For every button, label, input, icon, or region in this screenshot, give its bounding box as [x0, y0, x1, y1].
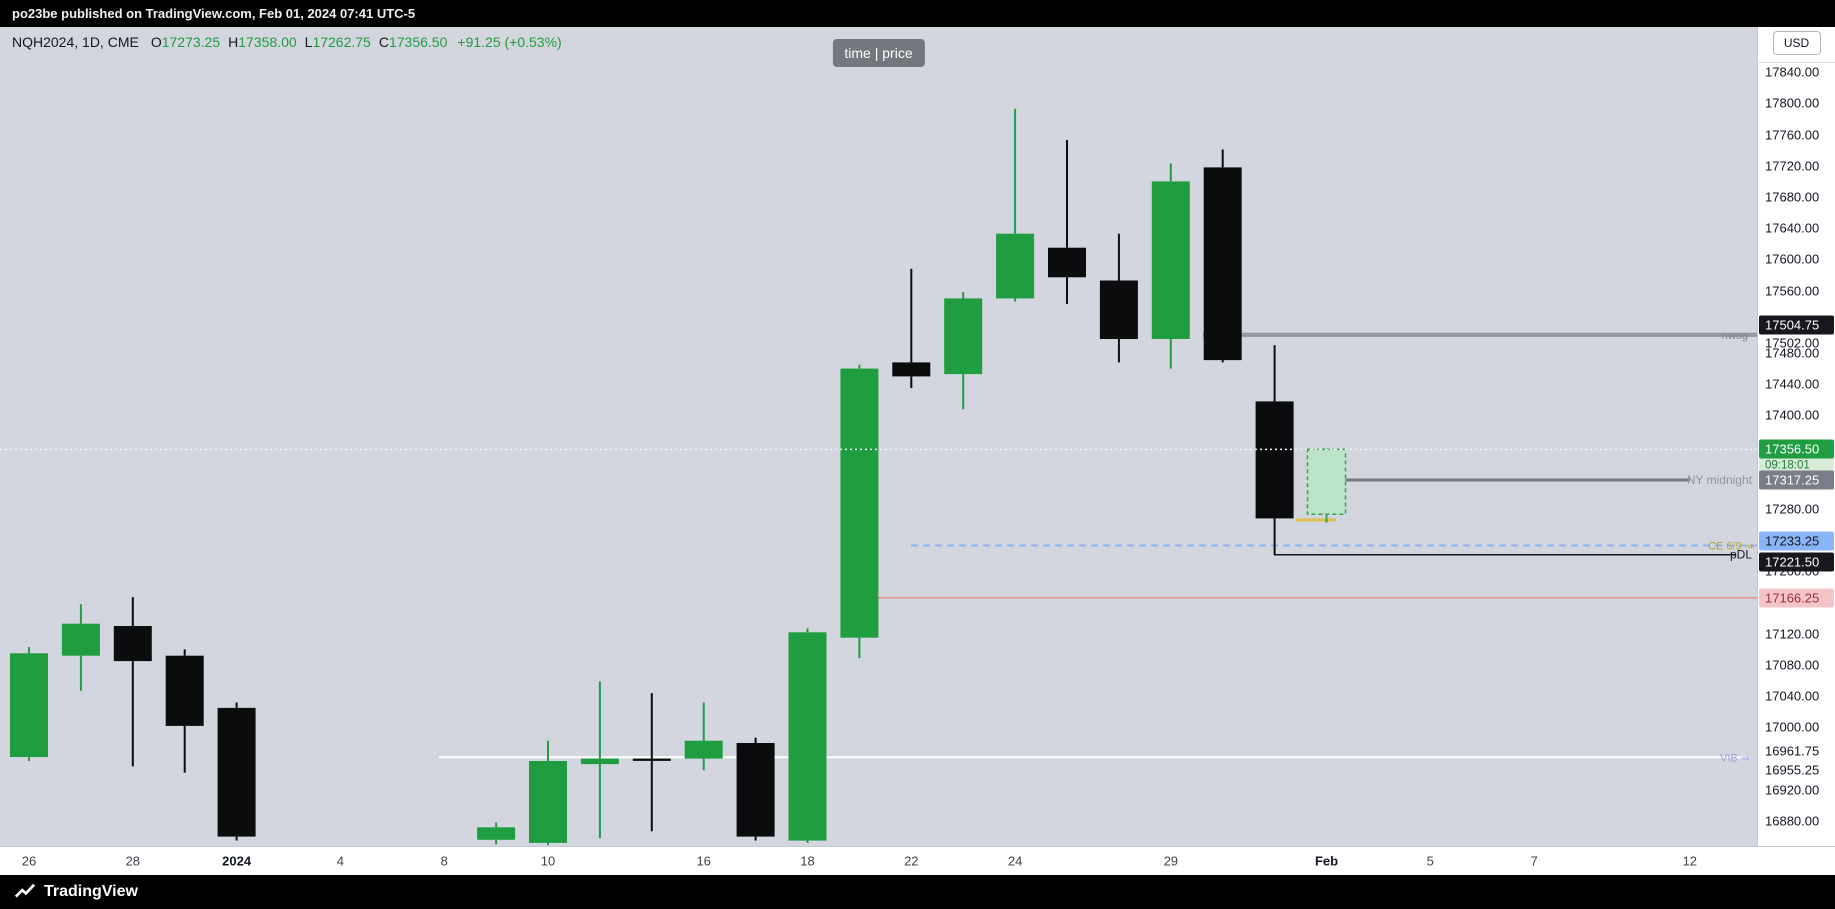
- time-tick-7: 7: [1530, 853, 1538, 869]
- time-tick-22: 22: [904, 853, 919, 869]
- price-tick-label: 16880.00: [1765, 813, 1820, 829]
- time-tick-5: 5: [1426, 853, 1434, 869]
- candle-jan-12: [632, 693, 671, 832]
- vib-label: VIB ⇒: [1720, 752, 1750, 764]
- candle-jan-18: [788, 628, 827, 843]
- candle-dec-27: [61, 604, 100, 691]
- candle-jan-16: [684, 702, 723, 771]
- ny-midnight-label: NY midnight: [1687, 473, 1753, 487]
- price-tick-label: 17120.00: [1765, 626, 1820, 642]
- price-tick-label: 17480.00: [1765, 345, 1820, 361]
- price-level-label: 17502.00: [1765, 335, 1820, 351]
- candlestick-plot[interactable]: nwog NY midnight CE 6/9 ⇒pDL VIB ⇒: [0, 27, 1757, 846]
- price-tick-label: 17000.00: [1765, 719, 1820, 735]
- price-tick-label: 17440.00: [1765, 376, 1820, 392]
- time-tick-4: 4: [336, 853, 345, 869]
- publish-bar: po23be published on TradingView.com, Feb…: [0, 0, 1835, 27]
- price-tick-label: 17680.00: [1765, 189, 1820, 205]
- candle-jan-17: [736, 737, 775, 841]
- candle-jan-2: [217, 702, 256, 841]
- time-tick-2024: 2024: [222, 853, 252, 869]
- candle-dec-28: [113, 597, 152, 767]
- price-level-label: 16955.25: [1765, 762, 1820, 778]
- price-axis-separator: [1758, 62, 1835, 63]
- time-tick-10: 10: [540, 853, 556, 869]
- candle-jan-19: [840, 364, 879, 658]
- time-tick-28: 28: [125, 853, 141, 869]
- symbol-legend: NQH2024, 1D, CME O17273.25 H17358.00 L17262…: [12, 34, 562, 50]
- nwog-upper-badge: 17504.75: [1759, 315, 1834, 335]
- tradingview-logo-icon: [14, 883, 36, 898]
- candle-jan-26: [1099, 233, 1138, 363]
- time-tick-16: 16: [696, 853, 711, 869]
- candle-jan-22: [892, 268, 931, 389]
- ce-level-label: CE 6/9 ⇒: [1708, 541, 1754, 553]
- candle-jan-31: [1255, 345, 1294, 555]
- pdl-badge: 17221.50: [1759, 552, 1834, 572]
- price-tick-label: 17600.00: [1765, 251, 1820, 267]
- candle-dec-29: [165, 649, 204, 773]
- price-tick-label: 17760.00: [1765, 127, 1820, 143]
- price-tick-label: 17800.00: [1765, 95, 1820, 111]
- ohlc-o: O17273.25: [150, 34, 221, 50]
- price-tick-label: 17080.00: [1765, 657, 1820, 673]
- price-tick-label: 17720.00: [1765, 158, 1820, 174]
- price-axis-labels: 17840.00 17800.00 17760.00 17720.00 17680.00…: [1758, 27, 1835, 846]
- price-tick-label: 17640.00: [1765, 220, 1820, 236]
- ohlc-values: O17273.25 H17358.00 L17262.75 C17356.50: [151, 34, 456, 50]
- time-tick-18: 18: [800, 853, 815, 869]
- candle-jan-29: [1151, 163, 1190, 369]
- tradingview-logo[interactable]: TradingView: [14, 881, 138, 903]
- chart-area[interactable]: nwog NY midnight CE 6/9 ⇒ pDL VIB ⇒ NQH2024,…: [0, 27, 1757, 846]
- time-tick-8: 8: [440, 853, 448, 869]
- price-tick-label: 17040.00: [1765, 688, 1820, 704]
- price-tick-label: 17400.00: [1765, 407, 1820, 423]
- time-axis[interactable]: 26 28 2024 4 8 10 16 18 22 24 29 Feb 5 7 12: [0, 846, 1835, 875]
- candle-jan-11: [580, 681, 619, 839]
- countdown-badge: 09:18:01: [1759, 458, 1834, 474]
- time-tick-26: 26: [21, 853, 37, 869]
- tradingview-logo-text: TradingView: [44, 883, 138, 900]
- price-level-label: 16961.75: [1765, 743, 1820, 759]
- candle-jan-30: [1203, 149, 1242, 363]
- price-tick-label: 17560.00: [1765, 283, 1820, 299]
- time-tick-29: 29: [1163, 853, 1179, 869]
- ny-midnight-badge: 17317.25: [1759, 470, 1834, 490]
- time-tick-24: 24: [1007, 853, 1023, 869]
- time-tick-12: 12: [1682, 853, 1698, 869]
- price-tick-label: 16920.00: [1765, 782, 1820, 798]
- currency-button[interactable]: USD: [1772, 31, 1821, 55]
- price-tick-label: 17840.00: [1765, 64, 1820, 80]
- current-price-badge: 17356.50: [1759, 439, 1834, 459]
- time-price-badge: time | price: [832, 39, 925, 67]
- ce-badge: 17233.25: [1759, 531, 1834, 550]
- candle-jan-10: [529, 740, 567, 846]
- symbol-title[interactable]: NQH2024, 1D, CME: [12, 34, 139, 50]
- candle-jan-23: [944, 292, 983, 410]
- publish-text: po23be published on TradingView.com, Feb…: [12, 6, 416, 21]
- price-axis[interactable]: USD 17840.00 17800.00 17760.00 17720.00 1768…: [1757, 27, 1835, 846]
- ohlc-c: C17356.50: [378, 34, 448, 50]
- ohlc-l: L17262.75: [304, 34, 371, 50]
- candle-feb-1: [1306, 448, 1347, 523]
- candle-jan-9: [477, 822, 516, 845]
- red-level-badge: 17166.25: [1759, 588, 1834, 608]
- pdl-label: pDL: [1730, 548, 1752, 562]
- candle-jan-25: [1048, 140, 1086, 304]
- candle-dec-26: [10, 647, 48, 761]
- nwog-lower-label: nwog: [1722, 330, 1748, 342]
- time-axis-labels: 26 28 2024 4 8 10 16 18 22 24 29 Feb 5 7 12: [0, 847, 1835, 875]
- time-tick-feb: Feb: [1314, 853, 1339, 869]
- price-tick-label: 17280.00: [1765, 501, 1820, 517]
- footer-bar: TradingView: [0, 875, 1835, 909]
- ohlc-h: H17358.00: [228, 34, 297, 50]
- candle-jan-24: [996, 108, 1035, 302]
- change-value: +91.25 (+0.53%): [457, 34, 562, 50]
